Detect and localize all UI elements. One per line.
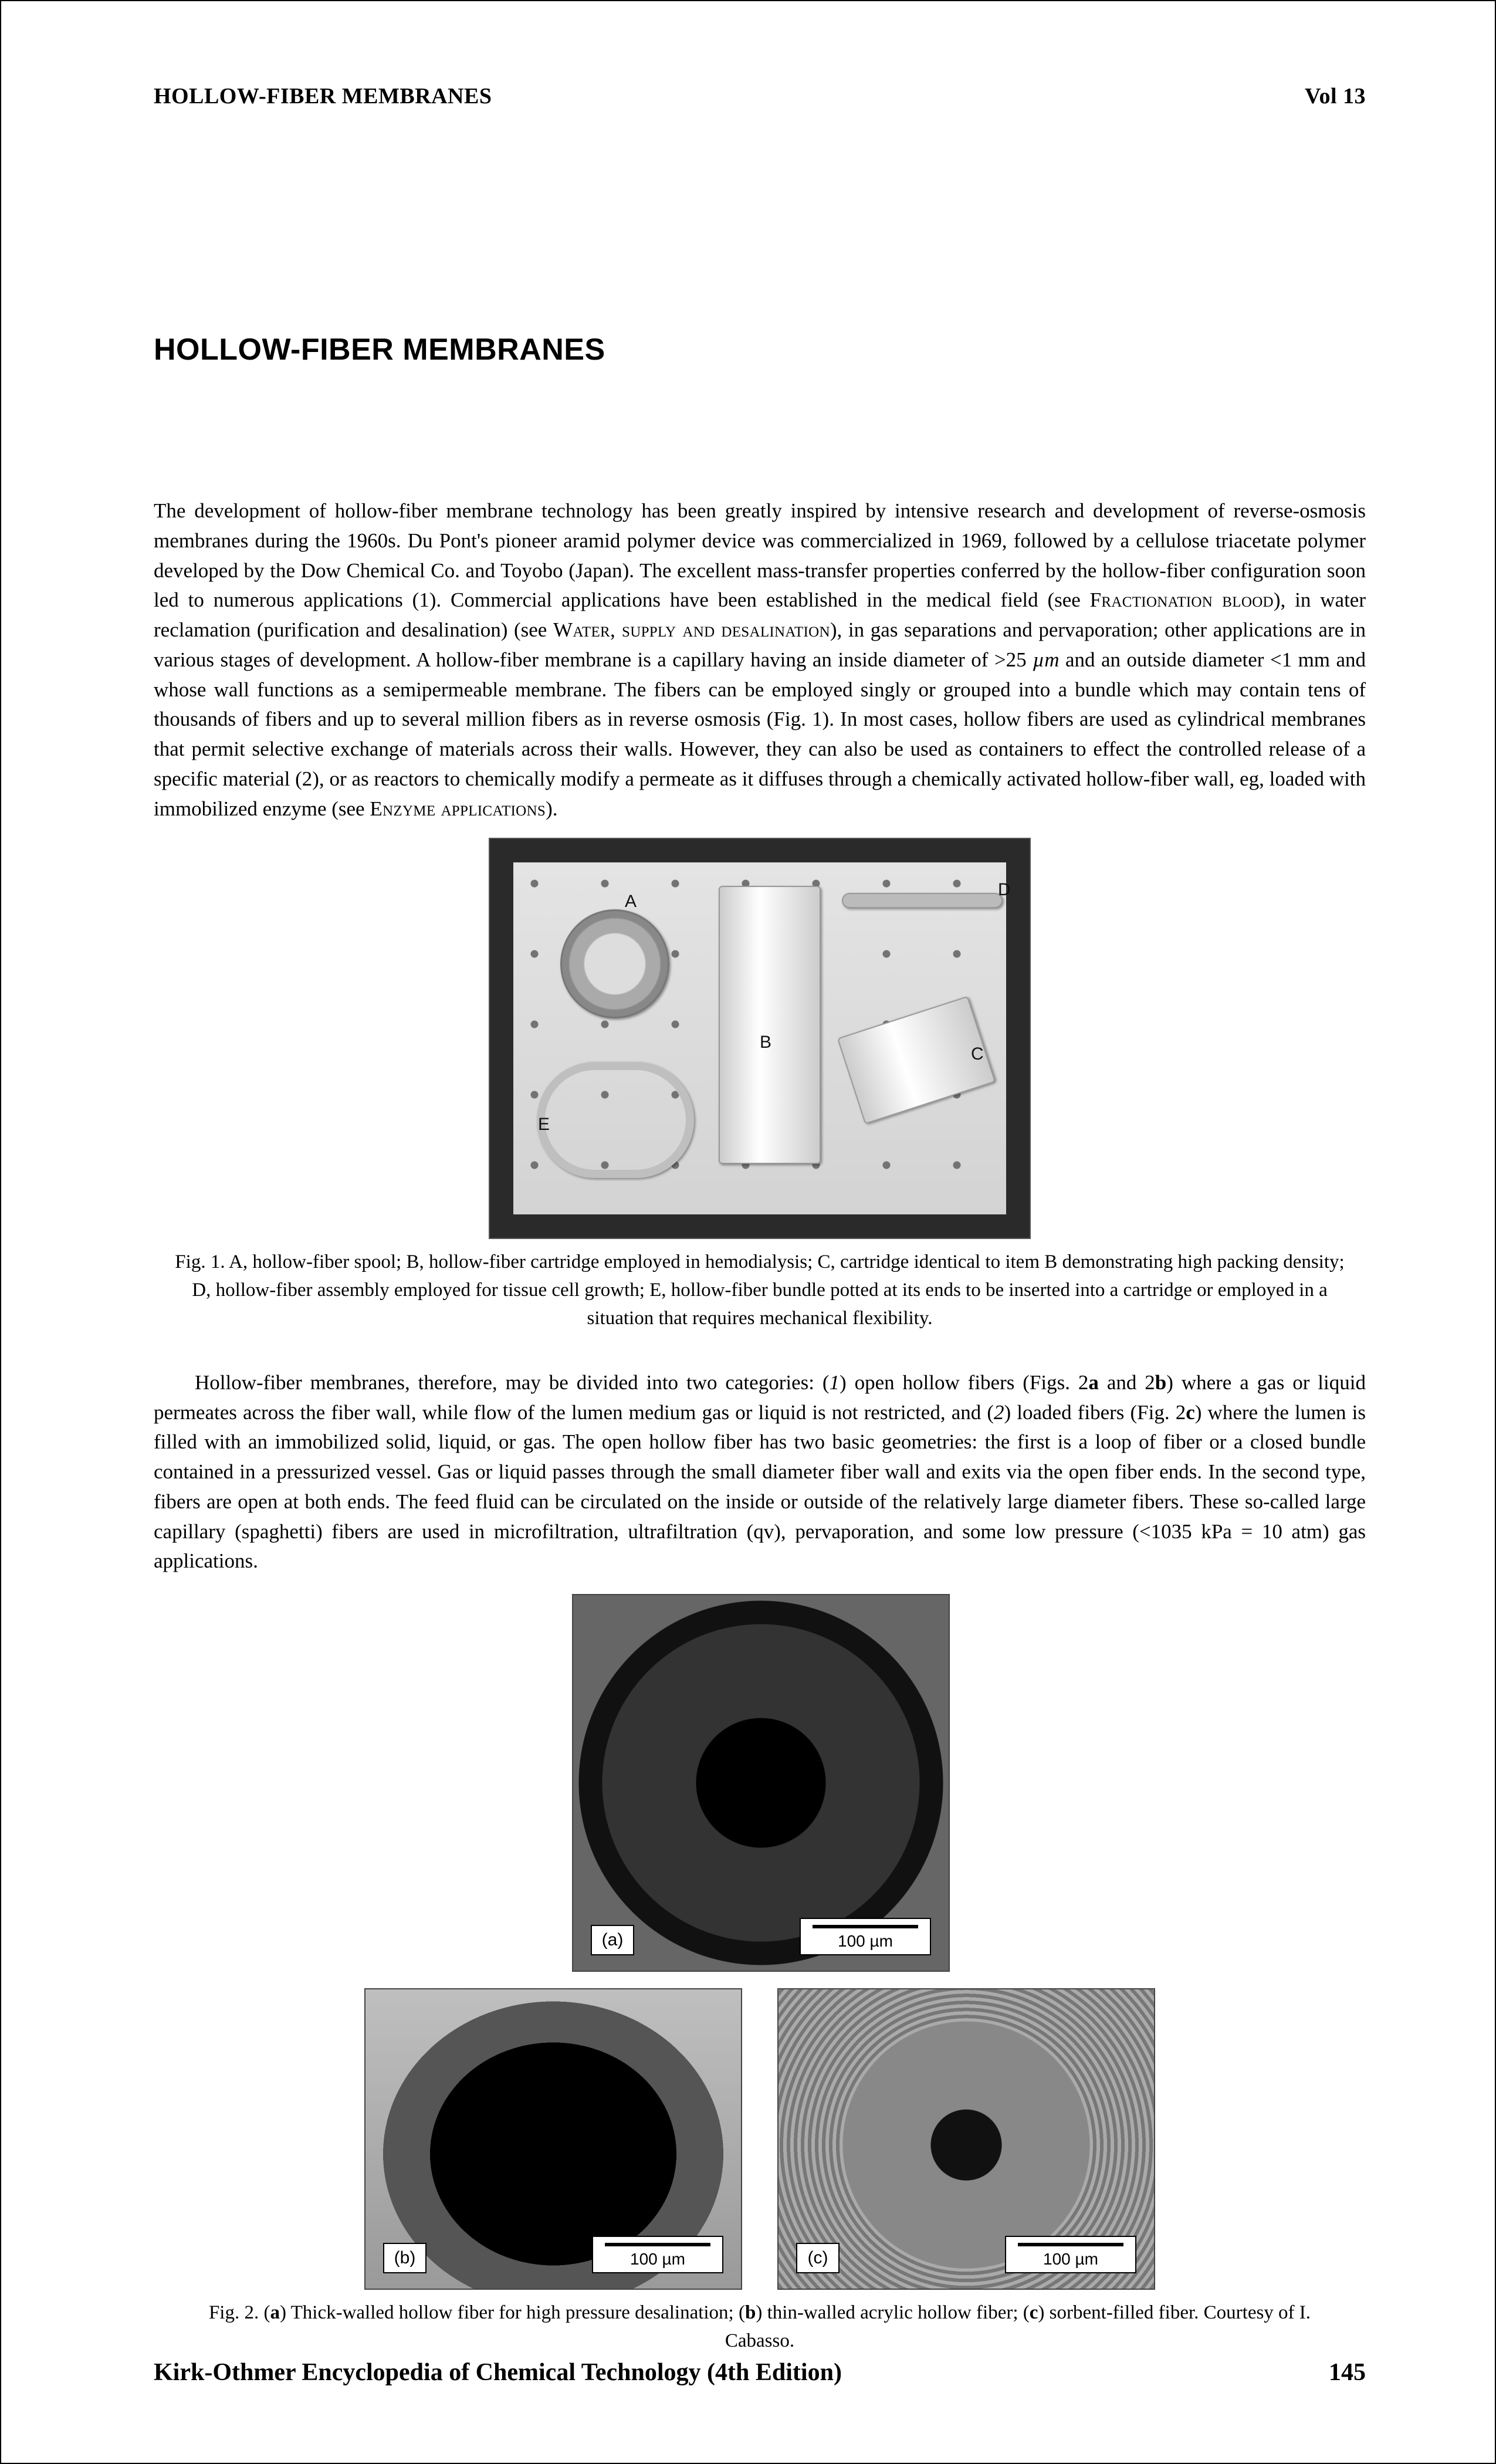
p2-text-c: and 2 <box>1099 1371 1155 1394</box>
crossref-fractionation-blood: Fractionation blood <box>1090 588 1274 611</box>
footer-page-number: 145 <box>1329 2358 1366 2387</box>
page-footer: Kirk-Othmer Encyclopedia of Chemical Tec… <box>154 2358 1366 2387</box>
scalebar-line-icon <box>1018 2243 1123 2246</box>
figure-2a-scalebar: 100 µm <box>800 1918 931 1955</box>
article-title: HOLLOW-FIBER MEMBRANES <box>154 332 1366 367</box>
figure-1-item-d <box>842 893 1003 908</box>
figure-2b-label: (b) <box>383 2243 427 2273</box>
fig2-cap-b: ) Thick-walled hollow fiber for high pre… <box>280 2302 745 2323</box>
figure-1-caption: Fig. 1. A, hollow-fiber spool; B, hollow… <box>173 1248 1346 1333</box>
p2-ref-2a: a <box>1088 1371 1099 1394</box>
p2-enum-1: 1 <box>830 1371 840 1394</box>
figure-2c-label: (c) <box>796 2243 840 2273</box>
figure-2b-scale-text: 100 µm <box>630 2250 685 2268</box>
figure-2-row: (b) 100 µm (c) 100 µm <box>154 1988 1366 2290</box>
unit-micrometer: µm <box>1033 648 1059 671</box>
p2-ref-2c: c <box>1186 1401 1195 1424</box>
paragraph-1: The development of hollow-fiber membrane… <box>154 496 1366 824</box>
running-head-left: HOLLOW-FIBER MEMBRANES <box>154 83 492 109</box>
p2-text-a: Hollow-fiber membranes, therefore, may b… <box>195 1371 830 1394</box>
fig2-cap-label-b: b <box>745 2302 756 2323</box>
fig2-cap-label-a: a <box>270 2302 280 2323</box>
paragraph-2: Hollow-fiber membranes, therefore, may b… <box>154 1368 1366 1576</box>
fig2-cap-label-c: c <box>1030 2302 1038 2323</box>
unit-millimeter: mm <box>1298 648 1330 671</box>
page: HOLLOW-FIBER MEMBRANES Vol 13 HOLLOW-FIB… <box>0 0 1496 2464</box>
figure-2a-image: (a) 100 µm <box>572 1594 950 1972</box>
p2-text-b: ) open hollow fibers (Figs. 2 <box>840 1371 1088 1394</box>
figure-2c-scalebar: 100 µm <box>1005 2236 1136 2273</box>
p1-text-e: and whose wall functions as a semipermea… <box>154 648 1366 820</box>
p2-enum-2: 2 <box>994 1401 1004 1424</box>
figure-2a-scale-text: 100 µm <box>838 1932 893 1950</box>
running-head-right: Vol 13 <box>1305 83 1366 109</box>
figure-1-item-a <box>560 909 669 1018</box>
unit-atm: atm <box>1292 1520 1322 1543</box>
figure-2b-image: (b) 100 µm <box>364 1988 742 2290</box>
crossref-water-supply: Water, supply and desalination <box>553 618 830 641</box>
figure-2b-scalebar: 100 µm <box>592 2236 723 2273</box>
figure-2a-wrap: (a) 100 µm <box>572 1594 947 1972</box>
figure-2c-image: (c) 100 µm <box>777 1988 1155 2290</box>
p2-text-g: = 10 <box>1232 1520 1292 1543</box>
figure-1-label-a: A <box>625 892 637 912</box>
figure-2-caption: Fig. 2. (a) Thick-walled hollow fiber fo… <box>173 2299 1346 2355</box>
unit-kpa: kPa <box>1201 1520 1232 1543</box>
scalebar-line-icon <box>813 1925 918 1928</box>
p1-text-d: and an outside diameter <1 <box>1060 648 1298 671</box>
fig2-cap-c: ) thin-walled acrylic hollow fiber; ( <box>756 2302 1029 2323</box>
figure-1: A B C D E <box>154 838 1366 1239</box>
figure-1-label-e: E <box>538 1115 550 1135</box>
p2-text-e: ) loaded fibers (Fig. 2 <box>1004 1401 1186 1424</box>
crossref-enzyme-applications: Enzyme applications <box>370 797 546 820</box>
figure-1-label-c: C <box>971 1044 984 1064</box>
fig2-cap-a: Fig. 2. ( <box>209 2302 270 2323</box>
footer-publication: Kirk-Othmer Encyclopedia of Chemical Tec… <box>154 2358 842 2387</box>
p1-text-f: ). <box>546 797 557 820</box>
scalebar-line-icon <box>605 2243 710 2246</box>
figure-1-label-d: D <box>998 880 1011 900</box>
figure-1-item-e <box>537 1062 694 1178</box>
figure-2: (a) 100 µm (b) 100 µm (c) 100 µm <box>154 1594 1366 2290</box>
figure-1-item-b <box>719 886 821 1164</box>
p2-ref-2b: b <box>1155 1371 1166 1394</box>
running-head: HOLLOW-FIBER MEMBRANES Vol 13 <box>154 83 1366 109</box>
figure-1-label-b: B <box>760 1033 771 1052</box>
figure-1-image: A B C D E <box>489 838 1031 1239</box>
figure-2c-scale-text: 100 µm <box>1043 2250 1098 2268</box>
figure-2a-label: (a) <box>591 1925 634 1955</box>
